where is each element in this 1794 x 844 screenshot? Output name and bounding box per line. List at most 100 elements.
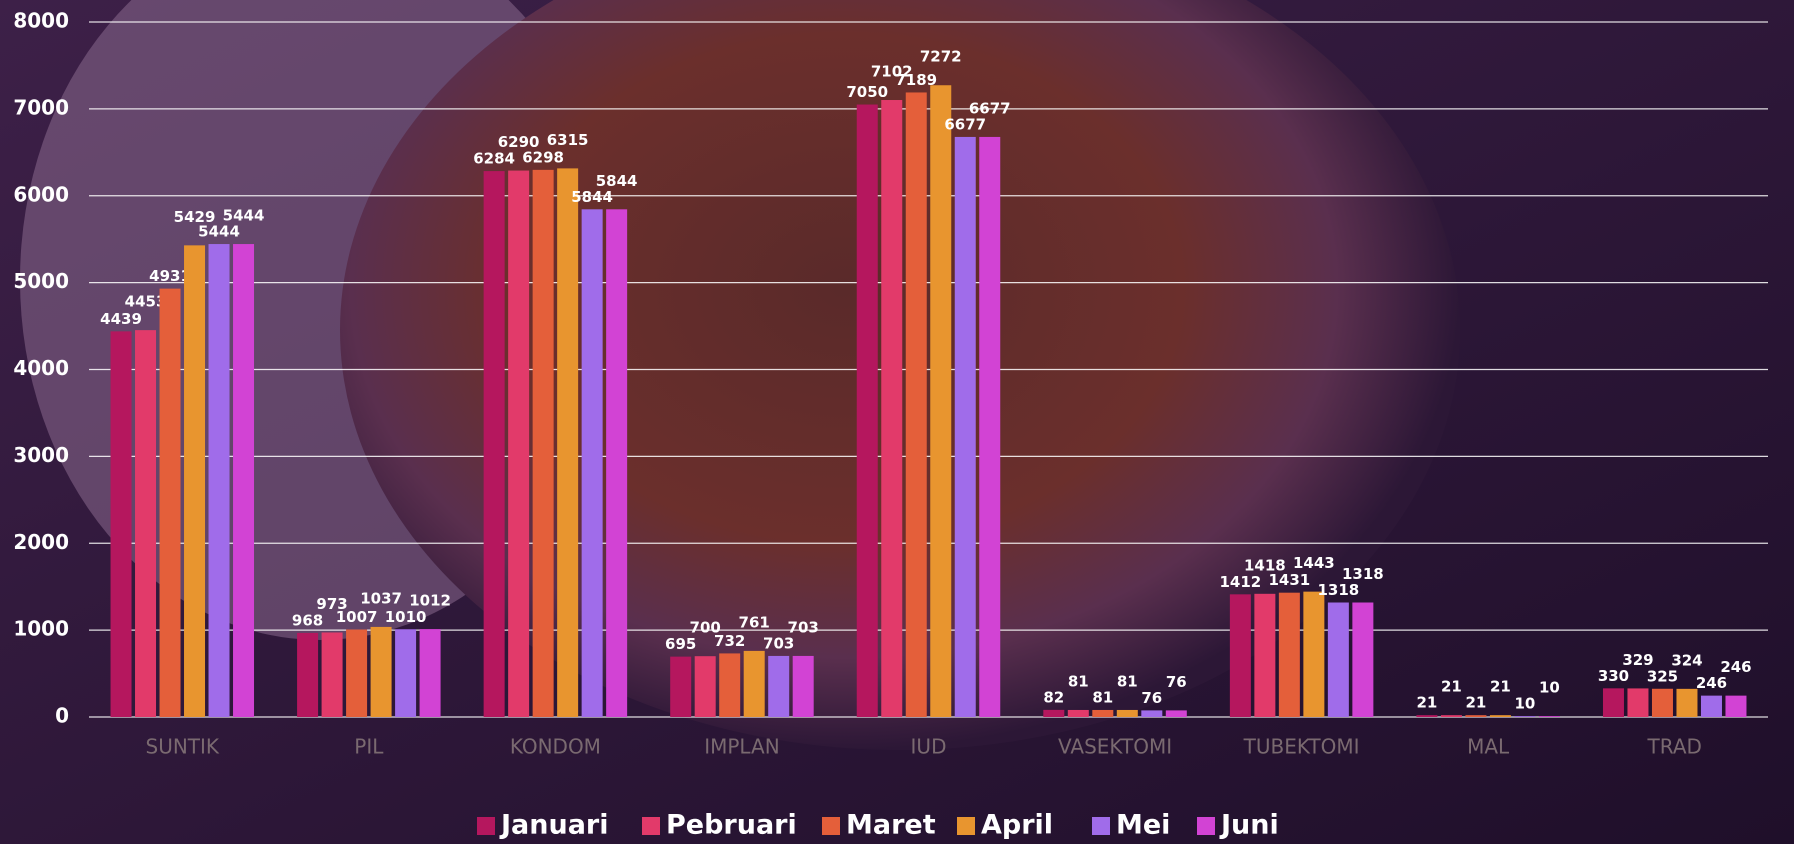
value-label: 81 bbox=[1068, 672, 1089, 690]
value-label: 703 bbox=[788, 618, 819, 636]
bar bbox=[1700, 695, 1722, 717]
value-label: 695 bbox=[665, 635, 696, 653]
value-label: 1431 bbox=[1268, 571, 1310, 589]
x-tick-label: SUNTIK bbox=[146, 735, 220, 759]
value-label: 5844 bbox=[596, 172, 638, 190]
bar bbox=[881, 100, 903, 718]
value-label: 4453 bbox=[125, 293, 167, 311]
y-tick-label: 1000 bbox=[13, 617, 69, 641]
bar bbox=[954, 136, 976, 718]
value-label: 76 bbox=[1166, 673, 1187, 691]
bar bbox=[1538, 716, 1560, 717]
bar bbox=[1229, 594, 1251, 717]
y-tick-label: 2000 bbox=[13, 530, 69, 554]
value-label: 4439 bbox=[100, 310, 142, 328]
value-label: 82 bbox=[1043, 688, 1064, 706]
value-label: 81 bbox=[1117, 672, 1138, 690]
bar bbox=[233, 244, 255, 718]
bar bbox=[135, 330, 157, 717]
bar bbox=[1489, 715, 1511, 717]
value-label: 4931 bbox=[149, 267, 191, 285]
y-tick-label: 8000 bbox=[13, 9, 69, 33]
value-label: 324 bbox=[1671, 651, 1702, 669]
value-label: 21 bbox=[1490, 678, 1511, 696]
bar bbox=[1092, 709, 1114, 717]
value-label: 6677 bbox=[944, 115, 986, 133]
value-label: 325 bbox=[1647, 667, 1678, 685]
y-tick-label: 4000 bbox=[13, 356, 69, 380]
legend-label: Juni bbox=[1219, 810, 1279, 841]
bar bbox=[1327, 602, 1349, 717]
bar bbox=[606, 209, 628, 718]
bar bbox=[297, 632, 319, 717]
bar bbox=[110, 331, 132, 717]
x-tick-label: PIL bbox=[354, 735, 384, 759]
value-label: 1418 bbox=[1244, 556, 1286, 574]
value-label: 6284 bbox=[473, 150, 515, 168]
value-label: 1443 bbox=[1293, 554, 1335, 572]
value-label: 1012 bbox=[409, 592, 451, 610]
value-label: 1037 bbox=[360, 589, 402, 607]
value-label: 732 bbox=[714, 632, 745, 650]
value-label: 81 bbox=[1092, 688, 1113, 706]
bar bbox=[1165, 710, 1187, 717]
bar bbox=[532, 169, 554, 717]
value-label: 6677 bbox=[969, 99, 1011, 117]
value-label: 21 bbox=[1416, 694, 1437, 712]
legend-label: Pebruari bbox=[666, 810, 797, 841]
x-tick-label: VASEKTOMI bbox=[1058, 735, 1172, 759]
bar bbox=[768, 655, 790, 717]
bar bbox=[208, 244, 230, 718]
legend-swatch bbox=[477, 817, 495, 835]
legend-swatch bbox=[822, 817, 840, 835]
value-label: 1007 bbox=[336, 608, 378, 626]
value-label: 21 bbox=[1465, 694, 1486, 712]
x-tick-label: MAL bbox=[1467, 735, 1510, 759]
value-label: 7102 bbox=[871, 63, 913, 81]
x-tick-label: IMPLAN bbox=[704, 735, 779, 759]
x-tick-label: TUBEKTOMI bbox=[1243, 735, 1360, 759]
bar bbox=[419, 629, 441, 717]
bar bbox=[1141, 710, 1163, 717]
bar bbox=[1116, 709, 1138, 717]
legend-swatch bbox=[957, 817, 975, 835]
legend-swatch bbox=[1197, 817, 1215, 835]
value-label: 1010 bbox=[385, 608, 427, 626]
plot: 0 1000 2000 3000 4000 5000 6000 7000 8000 SUNTIK 4… bbox=[13, 9, 1768, 841]
value-label: 973 bbox=[316, 595, 347, 613]
y-tick-label: 0 bbox=[55, 704, 69, 728]
value-label: 1318 bbox=[1317, 581, 1359, 599]
y-tick-label: 7000 bbox=[13, 95, 69, 119]
legend-label: Januari bbox=[499, 810, 609, 841]
bar bbox=[346, 629, 368, 717]
bar bbox=[1676, 688, 1698, 717]
y-tick-label: 3000 bbox=[13, 443, 69, 467]
bar bbox=[743, 650, 765, 717]
bar bbox=[1043, 709, 1065, 717]
bar bbox=[1254, 593, 1276, 717]
value-label: 76 bbox=[1141, 689, 1162, 707]
bar bbox=[483, 171, 505, 717]
bar bbox=[1303, 591, 1325, 717]
value-label: 21 bbox=[1441, 678, 1462, 696]
legend-label: Maret bbox=[846, 810, 936, 841]
legend-label: April bbox=[981, 810, 1053, 841]
value-label: 761 bbox=[739, 613, 770, 631]
value-label: 10 bbox=[1514, 695, 1535, 713]
value-label: 7189 bbox=[895, 71, 937, 89]
bar bbox=[1725, 695, 1747, 717]
y-tick-label: 5000 bbox=[13, 269, 69, 293]
bar bbox=[557, 168, 579, 717]
bar bbox=[508, 170, 530, 717]
bar bbox=[1514, 716, 1536, 717]
bar bbox=[1416, 715, 1438, 717]
value-label: 246 bbox=[1720, 658, 1751, 676]
value-label: 703 bbox=[763, 634, 794, 652]
value-label: 700 bbox=[690, 619, 721, 637]
bar bbox=[184, 245, 206, 717]
value-label: 1412 bbox=[1219, 573, 1261, 591]
bar bbox=[979, 136, 1001, 718]
bar bbox=[719, 653, 741, 717]
value-label: 7050 bbox=[846, 83, 888, 101]
